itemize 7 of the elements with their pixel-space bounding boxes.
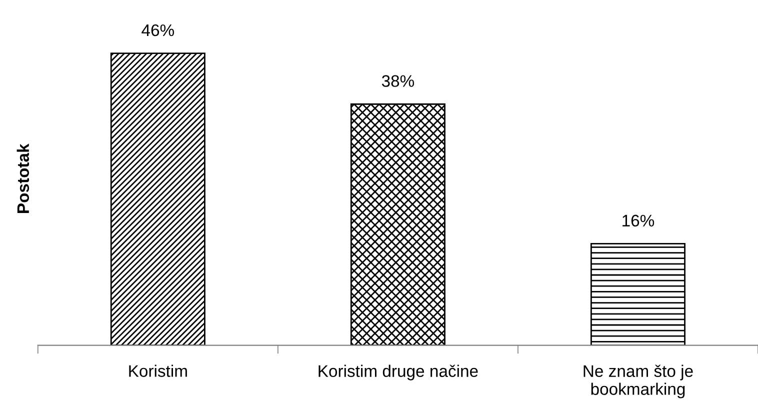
x-tick-label: Koristim druge načine <box>318 364 478 380</box>
data-label: 38% <box>382 75 414 87</box>
data-label: 46% <box>142 24 174 36</box>
x-tick-label: Ne znam što je bookmarking <box>584 364 693 398</box>
y-axis-title: Postotak <box>16 144 30 213</box>
x-tick-label: Koristim <box>129 364 187 377</box>
data-label: 16% <box>622 214 654 227</box>
